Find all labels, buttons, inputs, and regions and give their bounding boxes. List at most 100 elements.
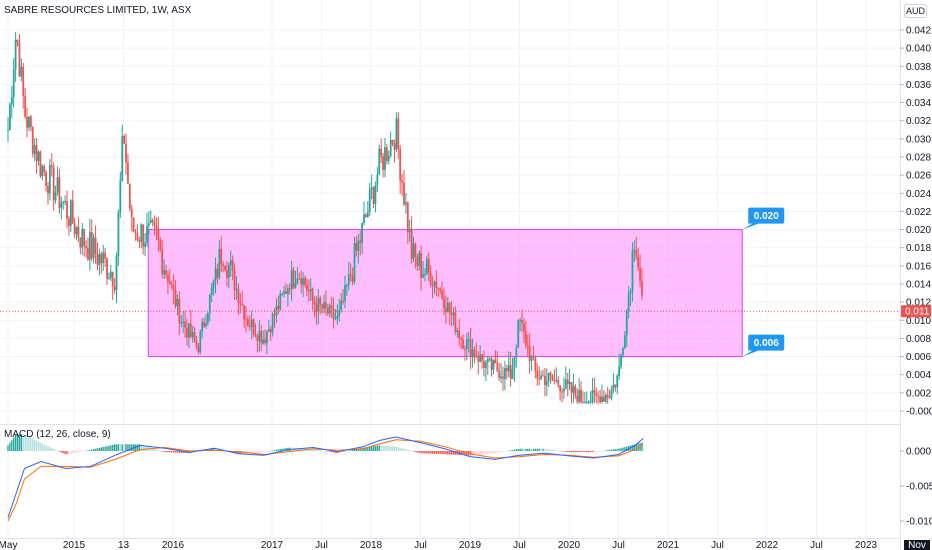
candle-body — [496, 363, 499, 372]
price-tick-label: 0.006 — [906, 352, 931, 363]
candle-body — [604, 394, 607, 402]
candle-body — [75, 226, 78, 235]
macd-histogram-bar — [450, 451, 453, 455]
candle-body — [250, 319, 253, 327]
candle-body — [224, 265, 226, 270]
macd-histogram-bar — [33, 439, 36, 451]
candle-body — [56, 177, 59, 193]
candle-body — [612, 384, 615, 390]
macd-histogram-bar — [584, 451, 586, 453]
macd-histogram-bar — [260, 451, 262, 453]
macd-histogram-bar — [117, 444, 120, 451]
candle-body — [504, 368, 506, 379]
time-axis[interactable]: May 2015 13 2016 2017 Jul 2018 Jul 2019 Jul 2020 Ju… — [0, 540, 878, 550]
callout-top[interactable]: 0.020 — [742, 207, 785, 230]
macd-histogram-bar — [121, 444, 123, 451]
candle-body — [359, 240, 362, 243]
macd-histogram-bar — [279, 449, 281, 451]
macd-histogram-bar — [555, 450, 558, 451]
candle-body — [534, 357, 537, 371]
macd-histogram-bar — [115, 444, 118, 451]
candle-body — [422, 274, 424, 278]
macd-histogram-bar — [112, 444, 114, 451]
candle-body — [170, 284, 173, 286]
candle-body — [288, 288, 291, 290]
macd-histogram-bar — [83, 451, 85, 452]
price-axis[interactable]: 0.042 0.040 0.038 0.036 0.034 0.032 0.030 0.028… — [900, 26, 932, 418]
candle-body — [623, 335, 626, 349]
candle-body — [551, 375, 554, 381]
callout-bottom-shape — [742, 334, 785, 357]
macd-histogram-bar — [94, 448, 97, 451]
candle-body — [269, 328, 272, 333]
candle-body — [528, 345, 531, 361]
macd-histogram-bar — [431, 451, 434, 454]
candle-body — [403, 182, 405, 205]
candle-body — [81, 228, 84, 248]
macd-histogram-bar — [315, 449, 318, 451]
candle-body — [203, 322, 205, 327]
macd-histogram-bar — [410, 450, 413, 452]
candle-body — [235, 288, 238, 290]
macd-histogram-bar — [81, 451, 83, 452]
price-zone-rectangle[interactable] — [147, 229, 743, 358]
macd-histogram-bar — [597, 451, 599, 452]
macd-histogram-bar — [157, 450, 160, 451]
candle-body — [220, 248, 223, 265]
callout-bottom[interactable]: 0.006 — [742, 334, 785, 357]
currency-button[interactable]: AUD — [904, 4, 927, 18]
macd-histogram-bar — [353, 449, 356, 451]
candle-body — [256, 335, 259, 341]
candle-body — [106, 258, 108, 279]
candle-body — [340, 300, 343, 311]
candle-body — [368, 189, 371, 213]
candle-body — [290, 269, 293, 290]
price-tick-label: -0.000 — [906, 407, 932, 418]
macd-histogram-bar — [102, 447, 104, 451]
candle-body — [24, 95, 27, 117]
candle-body — [622, 348, 624, 356]
macd-axis[interactable]: 0.000 -0.005 -0.010 — [900, 447, 932, 528]
candle-body — [144, 242, 146, 247]
macd-line — [7, 436, 644, 518]
candle-body — [542, 375, 544, 377]
macd-histogram-bar — [45, 445, 47, 451]
macd-histogram-bar — [85, 450, 87, 452]
candle-body — [10, 97, 13, 105]
macd-histogram-bar — [567, 451, 569, 452]
candle-body — [365, 214, 367, 218]
candle-body — [9, 104, 11, 131]
time-tick-label: 2022 — [756, 540, 779, 550]
macd-histogram-bar — [565, 451, 567, 452]
candle-body — [113, 286, 116, 291]
candle-body — [424, 273, 426, 275]
macd-histogram-bar — [277, 449, 280, 451]
macd-histogram-bar — [445, 451, 447, 455]
candle-body — [208, 294, 211, 314]
current-price-badge: 0.011 — [901, 305, 931, 318]
macd-histogram-bar — [174, 451, 177, 453]
candle-body — [462, 339, 464, 349]
macd-histogram-bar — [323, 450, 325, 452]
candle-body — [366, 212, 369, 218]
candle-body — [635, 250, 638, 257]
macd-histogram-bar — [389, 446, 392, 451]
candle-body — [344, 285, 346, 301]
candle-body — [285, 291, 287, 295]
macd-histogram-bar — [178, 451, 181, 453]
macd-histogram-bar — [367, 446, 369, 451]
candle-body — [585, 401, 588, 403]
candle-body — [500, 376, 502, 379]
macd-histogram-bar — [365, 447, 367, 451]
candle-body — [553, 380, 556, 382]
candle-body — [418, 252, 421, 267]
candle-body — [393, 143, 396, 150]
macd-histogram-bar — [66, 451, 68, 455]
candle-body — [277, 305, 280, 310]
macd-histogram-bar — [607, 450, 609, 451]
candle-body — [593, 390, 596, 393]
candle-body — [481, 354, 483, 361]
macd-histogram-bar — [250, 451, 253, 454]
macd-histogram-bar — [182, 451, 184, 453]
